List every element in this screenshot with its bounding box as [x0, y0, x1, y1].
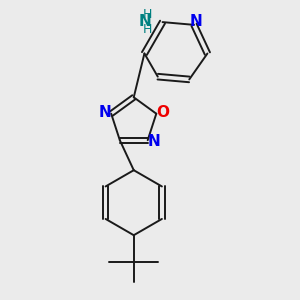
Text: H: H [143, 8, 152, 21]
Text: N: N [99, 105, 111, 120]
Text: O: O [156, 105, 169, 120]
Text: N: N [189, 14, 202, 29]
Text: H: H [143, 22, 152, 36]
Text: N: N [139, 14, 152, 29]
Text: N: N [148, 134, 160, 148]
